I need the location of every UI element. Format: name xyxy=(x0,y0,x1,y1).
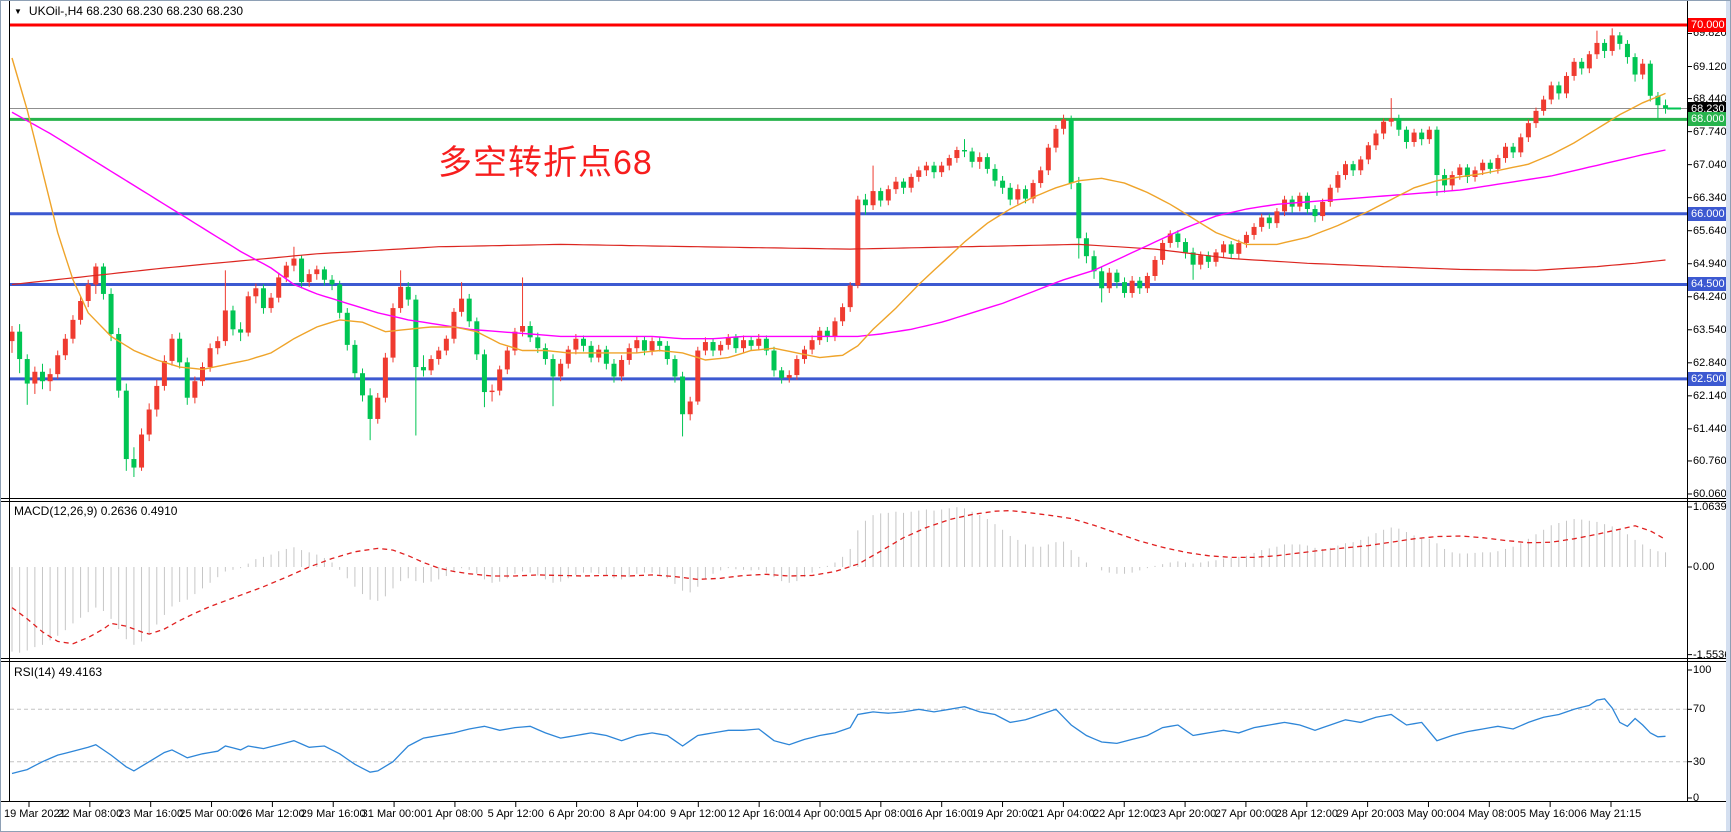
time-tick-label: 29 Apr 20:00 xyxy=(1336,808,1399,820)
price-badge: 68.000 xyxy=(1688,112,1730,127)
time-tick-label: 12 Apr 16:00 xyxy=(727,808,791,820)
price-tick-label: 67.740 xyxy=(1693,125,1727,138)
price-badge: 68.230 xyxy=(1688,101,1730,116)
chart-annotation: 多空转折点68 xyxy=(438,144,653,182)
price-badge: 64.500 xyxy=(1688,277,1730,292)
time-tick-label: 23 Mar 16:00 xyxy=(118,808,184,820)
time-tick-label: 27 Apr 00:00 xyxy=(1214,808,1278,820)
time-tick-label: 19 Apr 20:00 xyxy=(971,808,1034,820)
rsi-tick-label: 100 xyxy=(1693,664,1712,676)
time-tick-label: 31 Mar 00:00 xyxy=(361,808,427,820)
chevron-down-icon[interactable]: ▼ xyxy=(14,7,22,16)
price-tick-label: 60.060 xyxy=(1693,487,1727,500)
main-chart-pane[interactable] xyxy=(9,1,1687,499)
time-tick-label: 16 Apr 16:00 xyxy=(910,808,973,820)
time-tick-label: 23 Apr 20:00 xyxy=(1153,808,1217,820)
time-tick-label: 1 Apr 08:00 xyxy=(426,808,484,820)
price-tick-label: 60.760 xyxy=(1693,454,1727,467)
rsi-tick-label: 30 xyxy=(1693,755,1706,768)
ma-mid-line xyxy=(11,111,1666,340)
time-tick-label: 26 Mar 12:00 xyxy=(239,808,305,820)
time-tick-label: 22 Mar 08:00 xyxy=(57,808,123,820)
rsi-line xyxy=(11,698,1666,775)
price-tick-label: 64.240 xyxy=(1693,290,1727,303)
price-tick-label: 62.840 xyxy=(1693,356,1727,369)
time-tick-label: 25 Mar 00:00 xyxy=(179,808,244,820)
macd-signal-line xyxy=(11,509,1666,645)
macd-tick-label: -1.5536 xyxy=(1693,648,1731,661)
price-badge: 66.000 xyxy=(1688,206,1730,221)
time-tick-label: 29 Mar 16:00 xyxy=(300,808,366,820)
macd-tick-label: 1.0639 xyxy=(1693,500,1727,513)
rsi-tick-label: 70 xyxy=(1693,703,1706,716)
price-tick-label: 67.040 xyxy=(1693,158,1727,171)
macd-pane[interactable] xyxy=(9,501,1687,659)
price-tick-label: 64.940 xyxy=(1693,257,1727,270)
time-tick-label: 3 May 00:00 xyxy=(1398,808,1459,820)
time-tick-label: 28 Apr 12:00 xyxy=(1275,808,1338,820)
price-tick-label: 65.640 xyxy=(1693,224,1727,237)
price-tick-label: 63.540 xyxy=(1693,323,1727,336)
rsi-tick-label: 0 xyxy=(1693,792,1700,804)
symbol-title: UKOil-,H4 68.230 68.230 68.230 68.230 xyxy=(28,4,244,18)
macd-tick-label: 0.00 xyxy=(1693,561,1715,573)
macd-indicator-label: MACD(12,26,9) 0.2636 0.4910 xyxy=(14,504,178,518)
price-tick-label: 62.140 xyxy=(1693,389,1727,402)
ma-fast-line xyxy=(11,57,1666,371)
time-tick-label: 9 Apr 12:00 xyxy=(670,808,727,820)
time-tick-label: 4 May 08:00 xyxy=(1459,808,1520,820)
window-edge xyxy=(1726,1,1730,831)
time-tick-label: 22 Apr 12:00 xyxy=(1093,808,1156,820)
time-tick-label: 6 Apr 20:00 xyxy=(548,808,605,820)
rsi-indicator-label: RSI(14) 49.4163 xyxy=(14,665,103,679)
price-tick-label: 69.120 xyxy=(1693,60,1727,73)
price-badge: 70.000 xyxy=(1688,18,1730,32)
time-tick-label: 5 May 16:00 xyxy=(1519,808,1581,820)
ma-slow-line xyxy=(11,243,1666,286)
time-tick-label: 19 Mar 2021 xyxy=(4,808,66,820)
time-tick-label: 14 Apr 00:00 xyxy=(788,808,852,820)
symbol-header: ▼ UKOil-,H4 68.230 68.230 68.230 68.230 xyxy=(14,4,243,18)
time-tick-label: 5 Apr 12:00 xyxy=(487,808,544,820)
time-tick-label: 6 May 21:15 xyxy=(1580,808,1642,820)
time-tick-label: 21 Apr 04:00 xyxy=(1032,808,1095,820)
price-tick-label: 61.440 xyxy=(1693,422,1727,435)
rsi-pane[interactable] xyxy=(9,662,1687,802)
time-tick-label: 15 Apr 08:00 xyxy=(849,808,913,820)
price-tick-label: 66.340 xyxy=(1693,191,1727,204)
price-badge: 62.500 xyxy=(1688,371,1730,386)
time-tick-label: 8 Apr 04:00 xyxy=(609,808,666,820)
